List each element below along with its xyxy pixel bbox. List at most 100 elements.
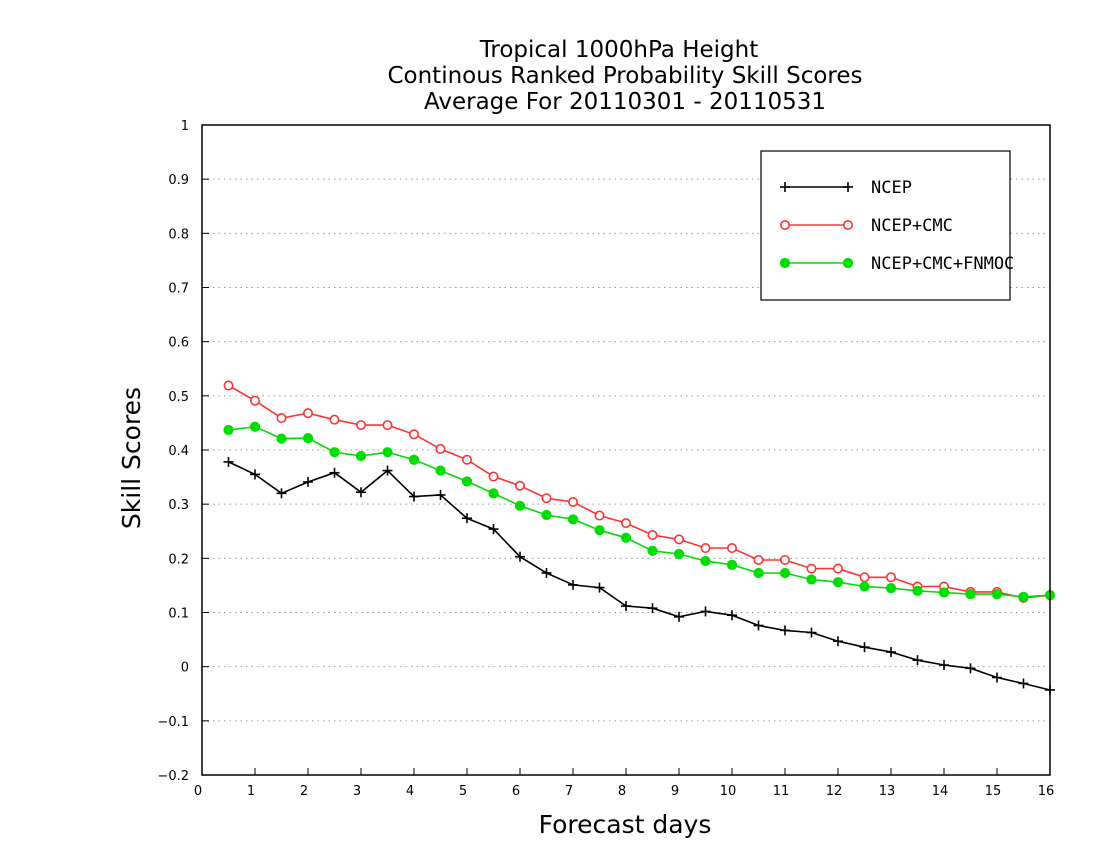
data-point <box>674 611 684 622</box>
x-tick-label: 12 <box>826 784 843 799</box>
data-point <box>700 555 711 567</box>
title-line-1: Tropical 1000hPa Height <box>479 37 759 63</box>
data-point <box>1018 678 1029 689</box>
data-point <box>594 525 605 536</box>
data-point <box>620 532 632 543</box>
data-point <box>700 606 711 617</box>
x-tick-label: 9 <box>671 784 679 799</box>
x-tick-label: 15 <box>985 784 1002 799</box>
series-line <box>228 461 1051 691</box>
data-point <box>992 672 1002 683</box>
data-point <box>355 450 367 462</box>
data-point <box>356 487 366 498</box>
legend-swatch-marker <box>842 257 854 269</box>
data-point <box>779 554 790 565</box>
y-tick-label: 0.8 <box>168 227 189 242</box>
series-layer <box>223 380 1056 695</box>
data-point <box>461 454 472 465</box>
data-point <box>249 421 261 432</box>
data-point <box>647 603 658 614</box>
legend-entry: NCEP+CMC+FNMOC <box>779 254 1014 274</box>
data-point <box>806 627 817 638</box>
x-tick-label: 14 <box>932 784 949 799</box>
data-point <box>329 414 340 425</box>
data-point <box>250 395 261 406</box>
data-point <box>329 467 340 478</box>
x-tick-label: 7 <box>565 784 573 799</box>
plot-frame <box>201 124 1051 776</box>
series-0 <box>223 456 1055 695</box>
data-point <box>885 572 896 583</box>
x-tick-label: 2 <box>300 784 308 799</box>
data-point <box>355 420 366 431</box>
y-tick-label: 0.2 <box>168 552 189 567</box>
data-point <box>726 559 738 570</box>
data-point <box>276 433 287 444</box>
data-point <box>780 625 790 636</box>
x-tick-label: 0 <box>194 784 202 799</box>
data-point <box>515 551 525 562</box>
data-point <box>647 530 658 541</box>
data-point <box>302 432 314 444</box>
data-point <box>806 563 817 574</box>
data-point <box>223 424 234 436</box>
data-point <box>382 447 393 458</box>
series-line <box>228 384 1051 599</box>
data-point <box>753 554 764 565</box>
axis-ticks: −0.2−0.100.10.20.30.40.50.60.70.80.910 1 2… <box>157 119 1054 799</box>
data-point <box>726 543 737 554</box>
data-point <box>488 471 499 482</box>
y-tick-label: 0.1 <box>168 607 189 622</box>
legend-swatch-marker <box>843 182 853 192</box>
data-point <box>461 476 473 487</box>
y-tick-label: 1 <box>181 119 189 134</box>
chart-title: Tropical 1000hPa Height Continous Ranked… <box>387 37 862 115</box>
data-point <box>488 524 499 535</box>
data-point <box>488 488 499 499</box>
data-point <box>859 642 870 653</box>
data-point <box>302 408 313 419</box>
data-point <box>303 476 313 487</box>
legend: NCEP NCEP+CMC NCEP+CMC+FNMOC <box>760 150 1014 301</box>
data-point <box>1018 591 1029 602</box>
data-point <box>779 567 791 579</box>
data-point <box>541 567 552 578</box>
data-point <box>859 572 870 583</box>
x-tick-label: 3 <box>353 784 361 799</box>
data-point <box>408 454 420 465</box>
title-line-3: Average For 20110301 - 20110531 <box>424 89 826 115</box>
data-point <box>886 647 896 658</box>
x-tick-label: 6 <box>512 784 520 799</box>
data-point <box>965 588 976 600</box>
data-point <box>329 447 340 458</box>
data-point <box>541 509 552 521</box>
data-point <box>912 585 923 596</box>
data-point <box>938 587 950 598</box>
data-point <box>408 429 419 440</box>
legend-label: NCEP+CMC <box>871 216 953 236</box>
data-point <box>832 577 844 588</box>
legend-swatch-marker <box>779 220 790 231</box>
title-line-2: Continous Ranked Probability Skill Score… <box>387 63 862 89</box>
y-tick-label: −0.1 <box>157 715 189 730</box>
legend-entry: NCEP <box>780 178 912 198</box>
data-point <box>382 420 393 431</box>
data-point <box>753 567 764 579</box>
x-tick-label: 10 <box>720 784 737 799</box>
data-point <box>673 548 685 560</box>
series-line <box>228 425 1051 598</box>
data-point <box>594 510 605 521</box>
data-point <box>833 636 843 647</box>
data-point <box>621 601 631 611</box>
y-tick-label: 0.4 <box>168 444 189 459</box>
legend-entry: NCEP+CMC <box>779 216 953 236</box>
data-point <box>806 574 817 585</box>
data-point <box>700 543 711 554</box>
data-point <box>276 488 287 499</box>
x-tick-label: 4 <box>406 784 414 799</box>
data-point <box>727 610 737 621</box>
grid <box>202 178 1050 722</box>
data-point <box>223 456 234 467</box>
legend-swatch-marker <box>779 257 791 269</box>
